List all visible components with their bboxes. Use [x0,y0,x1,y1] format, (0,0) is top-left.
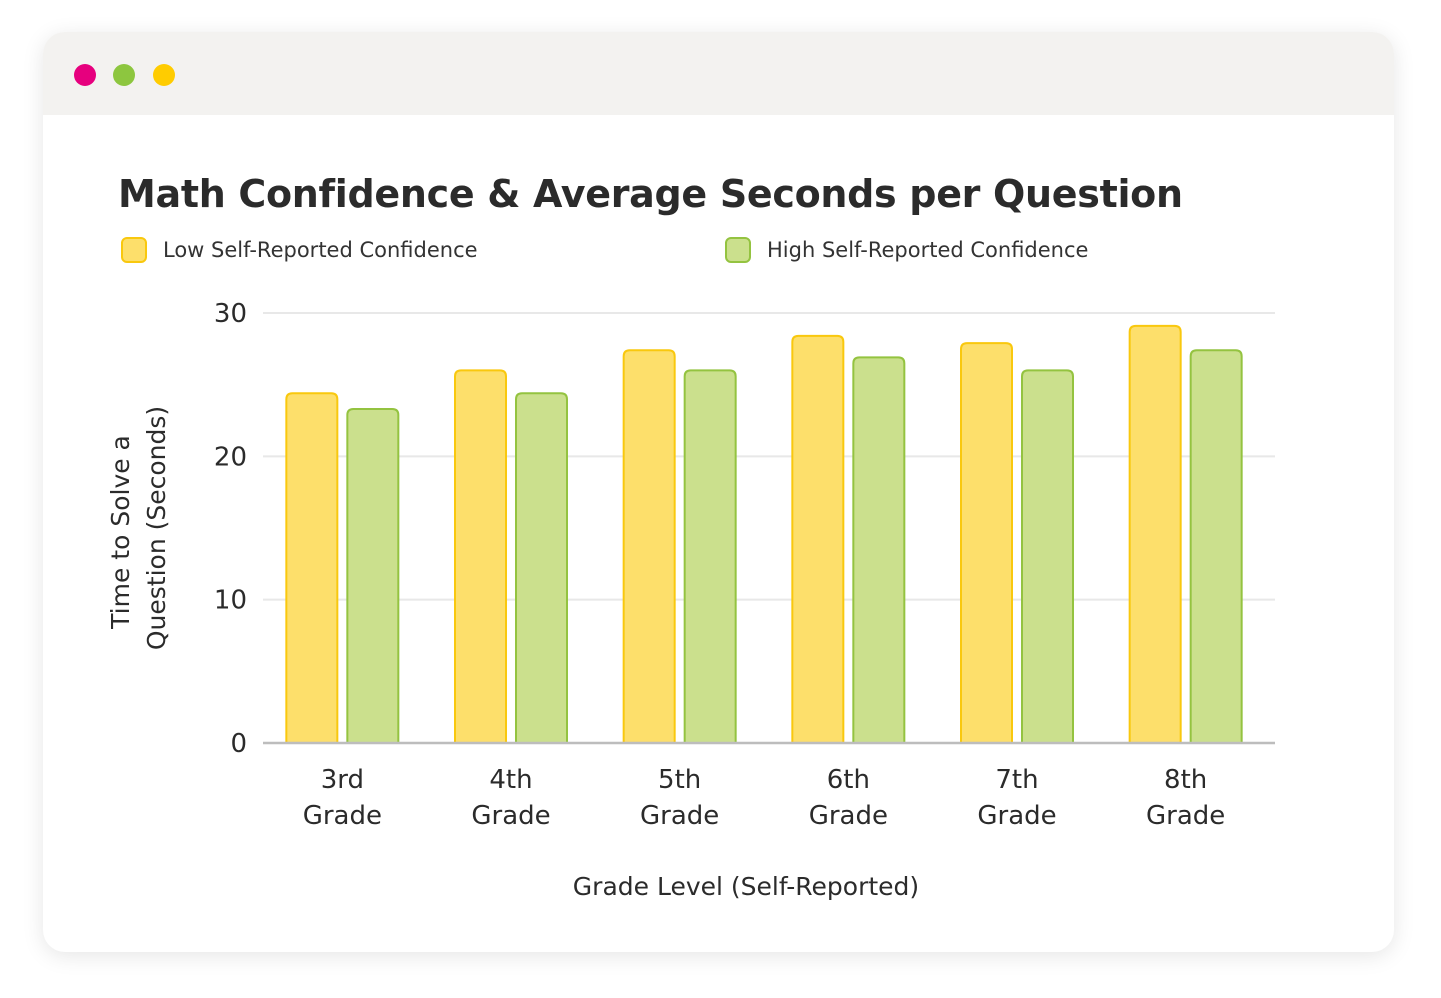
y-axis-label-line2: Question (Seconds) [142,406,171,650]
x-tick-label-line: Grade [977,801,1056,831]
y-tick-label: 0 [230,729,247,759]
x-tick-label-line: Grade [471,801,550,831]
x-tick-label-line: 6th [827,765,870,795]
x-tick-label: 4th Grade [471,765,550,831]
x-tick-label-line: 5th [658,765,701,795]
chart-title: Math Confidence & Average Seconds per Qu… [118,172,1183,216]
legend-item-high: High Self-Reported Confidence [725,237,1088,263]
bar-low-confidence [454,369,507,743]
x-tick-label-line: 7th [995,765,1038,795]
bar-low-confidence [960,342,1013,743]
y-tick-label: 10 [214,586,247,616]
y-axis-label: Time to Solve a Question (Seconds) [106,406,171,650]
legend-item-low: Low Self-Reported Confidence [121,237,478,263]
x-tick-label-line: 3rd [321,765,364,795]
bar-high-confidence [1021,369,1074,743]
x-tick-label: 5th Grade [640,765,719,831]
bar-high-confidence [683,369,737,743]
bar-low-confidence [622,349,676,743]
y-axis-label-line1: Time to Solve a [106,435,135,630]
x-tick-label-line: 4th [489,765,532,795]
bar-high-confidence [852,356,906,743]
bar-high-confidence [515,392,568,743]
x-tick-label: 8th Grade [1146,765,1225,831]
x-tick-label: 3rd Grade [303,765,382,831]
bar-high-confidence [1189,349,1243,743]
window-titlebar [43,32,1394,115]
x-tick-label-line: Grade [303,801,382,831]
x-tick-label: 6th Grade [809,765,888,831]
x-tick-label-line: Grade [640,801,719,831]
x-tick-label-line: Grade [809,801,888,831]
maximize-dot-icon[interactable] [153,64,175,86]
y-tick-label: 30 [214,299,247,329]
legend-label-low: Low Self-Reported Confidence [163,238,478,262]
x-axis-label: Grade Level (Self-Reported) [573,872,919,901]
legend-label-high: High Self-Reported Confidence [767,238,1089,262]
bar-low-confidence [791,334,845,743]
minimize-dot-icon[interactable] [113,64,135,86]
bar-high-confidence [346,408,400,743]
bar-low-confidence [285,392,339,743]
legend-swatch-high [725,237,751,263]
bar-low-confidence [1128,324,1182,743]
x-tick-label-line: 8th [1164,765,1207,795]
x-tick-label: 7th Grade [977,765,1056,831]
close-dot-icon[interactable] [74,64,96,86]
x-tick-label-line: Grade [1146,801,1225,831]
y-tick-label: 20 [214,442,247,472]
legend-swatch-low [121,237,147,263]
